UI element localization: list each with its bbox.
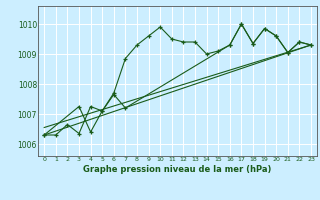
X-axis label: Graphe pression niveau de la mer (hPa): Graphe pression niveau de la mer (hPa) <box>84 165 272 174</box>
